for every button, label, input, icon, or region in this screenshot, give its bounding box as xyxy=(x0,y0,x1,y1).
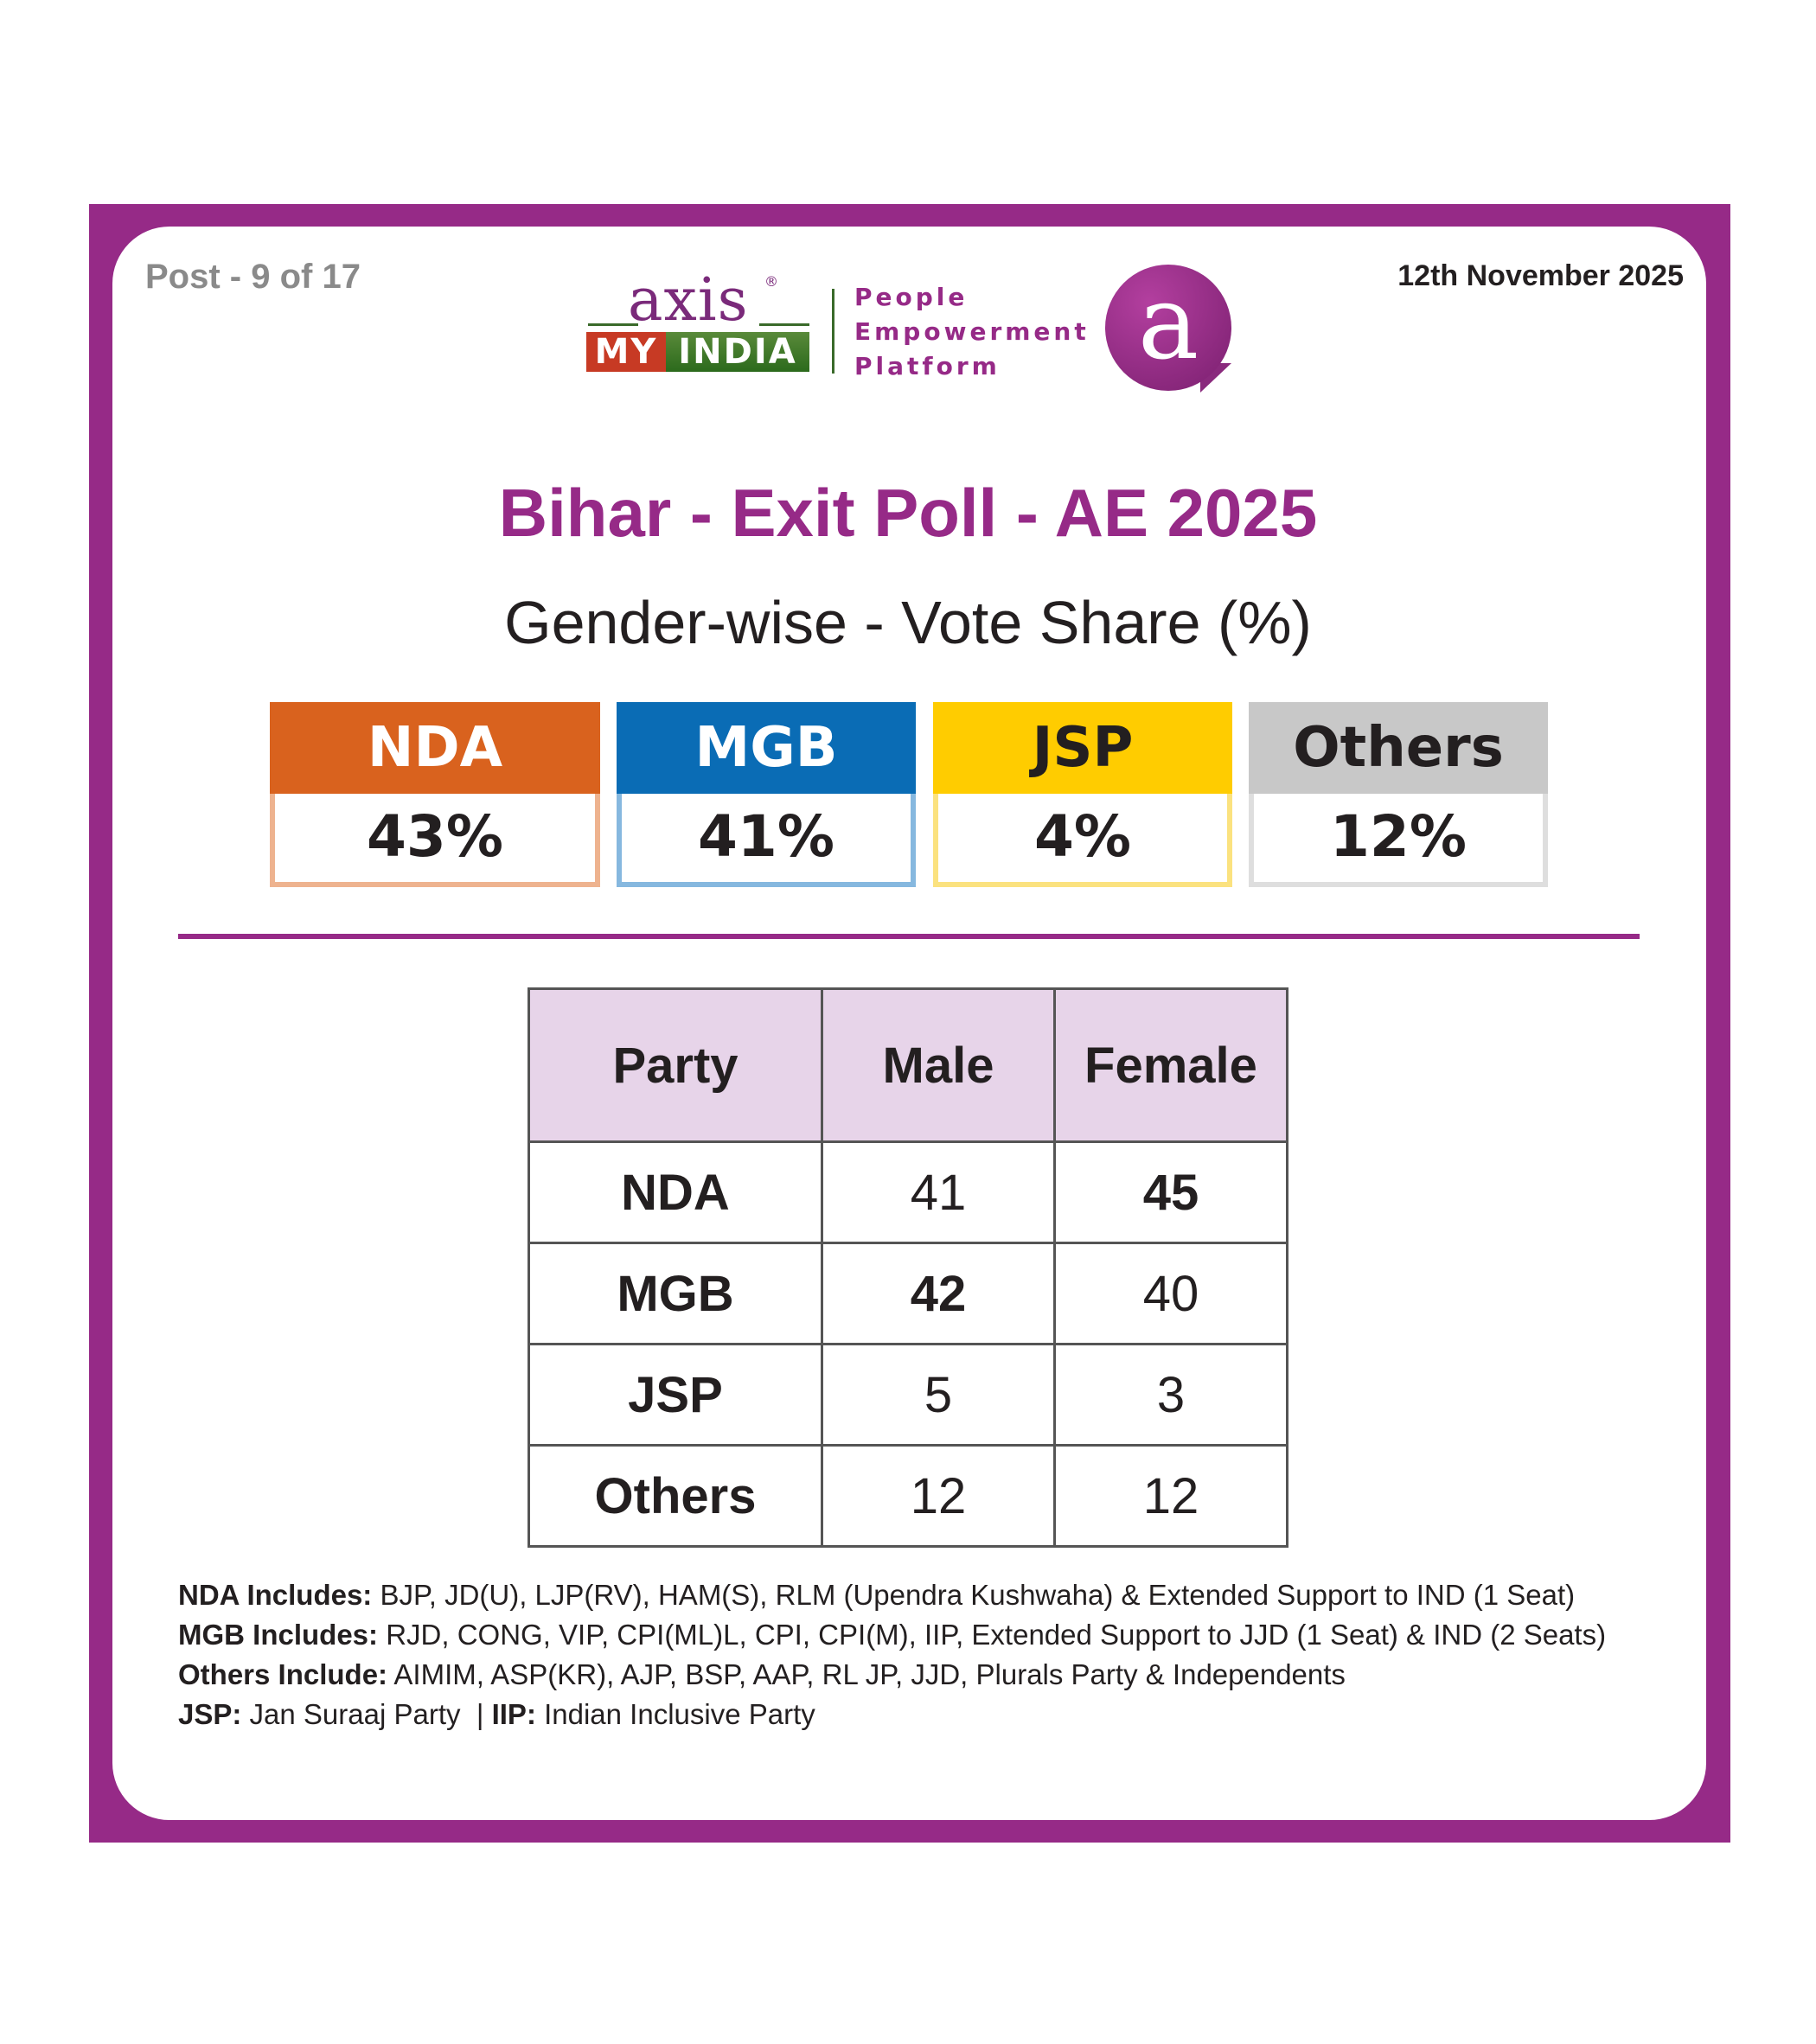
section-divider xyxy=(178,934,1640,939)
female-cell: 40 xyxy=(1053,1242,1288,1345)
footnote-separator: | xyxy=(468,1698,492,1730)
party-cell: JSP xyxy=(528,1343,823,1447)
footnote-text: BJP, JD(U), LJP(RV), HAM(S), RLM (Upendr… xyxy=(372,1579,1576,1611)
share-value: 12% xyxy=(1249,794,1548,887)
male-cell: 12 xyxy=(821,1444,1056,1548)
share-box-jsp: JSP 4% xyxy=(933,702,1232,887)
table-row: JSP 5 3 xyxy=(528,1343,1288,1447)
party-cell: MGB xyxy=(528,1242,823,1345)
footnote-line: Others Include: AIMIM, ASP(KR), AJP, BSP… xyxy=(178,1655,1606,1695)
table-row: Others 12 12 xyxy=(528,1444,1288,1548)
logo-divider xyxy=(832,289,834,374)
logo-rule-right xyxy=(759,323,809,326)
logo-rule-left xyxy=(588,323,638,326)
female-cell: 45 xyxy=(1053,1140,1288,1244)
share-box-mgb: MGB 41% xyxy=(617,702,916,887)
column-header-party: Party xyxy=(528,987,823,1143)
share-party-label: Others xyxy=(1249,702,1548,794)
footnote-label: JSP: xyxy=(178,1698,242,1730)
share-party-label: JSP xyxy=(933,702,1232,794)
male-cell: 41 xyxy=(821,1140,1056,1244)
footnotes: NDA Includes: BJP, JD(U), LJP(RV), HAM(S… xyxy=(178,1575,1606,1734)
female-cell: 12 xyxy=(1053,1444,1288,1548)
footnote-label: IIP: xyxy=(491,1698,536,1730)
share-party-label: MGB xyxy=(617,702,916,794)
share-party-label: NDA xyxy=(270,702,600,794)
share-box-nda: NDA 43% xyxy=(270,702,600,887)
footnote-label: MGB Includes: xyxy=(178,1619,379,1651)
share-value: 41% xyxy=(617,794,916,887)
logo-tagline: People Empowerment Platform xyxy=(854,280,1090,384)
logo-my-india: MY INDIA xyxy=(586,332,809,372)
post-counter: Post - 9 of 17 xyxy=(145,258,361,296)
gender-vote-table: Party Male Female NDA 41 45 MGB 42 40 JS… xyxy=(528,987,1288,1548)
footnote-label: Others Include: xyxy=(178,1658,388,1690)
footnote-line: NDA Includes: BJP, JD(U), LJP(RV), HAM(S… xyxy=(178,1575,1606,1615)
share-value: 4% xyxy=(933,794,1232,887)
footnote-label: NDA Includes: xyxy=(178,1579,373,1611)
male-cell: 5 xyxy=(821,1343,1056,1447)
a-logo-icon: a xyxy=(1105,265,1231,391)
table-row: MGB 42 40 xyxy=(528,1242,1288,1345)
footnote-text: Indian Inclusive Party xyxy=(535,1698,815,1730)
party-cell: Others xyxy=(528,1444,823,1548)
footnote-line: MGB Includes: RJD, CONG, VIP, CPI(ML)L, … xyxy=(178,1615,1606,1655)
share-value: 43% xyxy=(270,794,600,887)
page-title: Bihar - Exit Poll - AE 2025 xyxy=(498,475,1318,551)
party-cell: NDA xyxy=(528,1140,823,1244)
footnote-text: RJD, CONG, VIP, CPI(ML)L, CPI, CPI(M), I… xyxy=(378,1619,1607,1651)
logo-axis-text: axis xyxy=(628,266,749,335)
share-box-others: Others 12% xyxy=(1249,702,1548,887)
page-subtitle: Gender-wise - Vote Share (%) xyxy=(504,589,1312,656)
female-cell: 3 xyxy=(1053,1343,1288,1447)
tagline-line: Platform xyxy=(854,352,1001,380)
logo-india: INDIA xyxy=(666,332,809,372)
registered-mark: ® xyxy=(764,273,778,290)
table-row: NDA 41 45 xyxy=(528,1140,1288,1244)
publish-date: 12th November 2025 xyxy=(1397,259,1684,292)
tagline-line: People xyxy=(854,283,969,311)
footnote-text: AIMIM, ASP(KR), AJP, BSP, AAP, RL JP, JJ… xyxy=(387,1658,1346,1690)
logo-my: MY xyxy=(586,332,666,372)
tagline-line: Empowerment xyxy=(854,317,1090,346)
table-header-row: Party Male Female xyxy=(528,987,1288,1143)
column-header-male: Male xyxy=(821,987,1056,1143)
footnote-line: JSP: Jan Suraaj Party | IIP: Indian Incl… xyxy=(178,1695,1606,1734)
male-cell: 42 xyxy=(821,1242,1056,1345)
footnote-text: Jan Suraaj Party xyxy=(241,1698,469,1730)
column-header-female: Female xyxy=(1053,987,1288,1143)
